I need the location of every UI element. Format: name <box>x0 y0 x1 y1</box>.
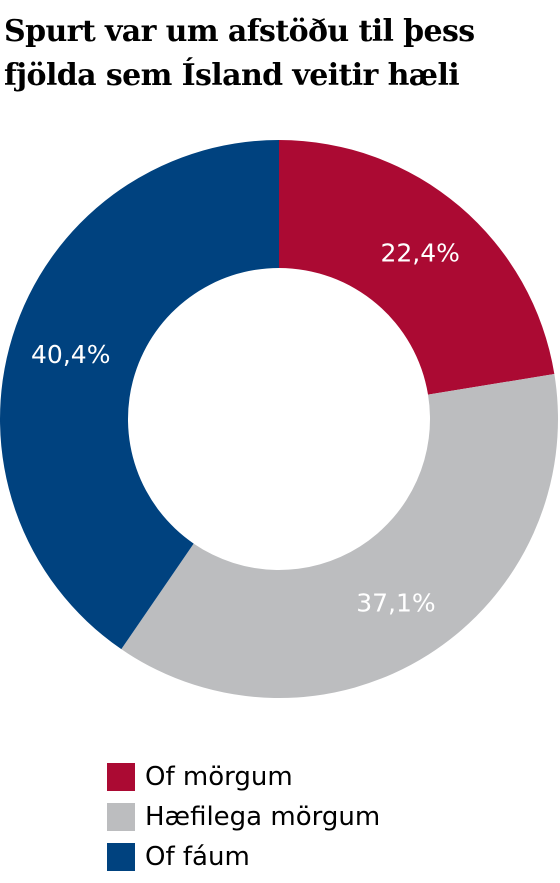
donut-slices <box>0 140 559 699</box>
donut-chart: 22,4% 37,1% 40,4% <box>0 140 559 699</box>
legend-swatch <box>107 803 135 831</box>
donut-slice-1 <box>121 374 559 699</box>
legend-item-of-faum: Of fáum <box>107 837 380 877</box>
legend-swatch <box>107 843 135 871</box>
chart-title: Spurt var um afstöðu til þess fjölda sem… <box>4 10 556 98</box>
chart-title-line-2: fjölda sem Ísland veitir hæli <box>4 58 460 93</box>
donut-slice-0 <box>279 140 555 395</box>
legend-label: Of fáum <box>145 842 250 872</box>
donut-labels: 22,4% 37,1% 40,4% <box>31 238 460 617</box>
legend-item-haefilega-morgum: Hæfilega mörgum <box>107 797 380 837</box>
legend-label: Of mörgum <box>145 762 293 792</box>
legend-swatch <box>107 763 135 791</box>
legend: Of mörgum Hæfilega mörgum Of fáum <box>107 757 380 877</box>
slice-value-label-0: 22,4% <box>380 238 459 267</box>
chart-title-line-1: Spurt var um afstöðu til þess <box>4 14 475 49</box>
donut-slice-2 <box>0 140 280 650</box>
slice-value-label-1: 37,1% <box>356 588 435 617</box>
legend-label: Hæfilega mörgum <box>145 802 381 832</box>
legend-item-of-morgum: Of mörgum <box>107 757 380 797</box>
slice-value-label-2: 40,4% <box>31 340 110 369</box>
